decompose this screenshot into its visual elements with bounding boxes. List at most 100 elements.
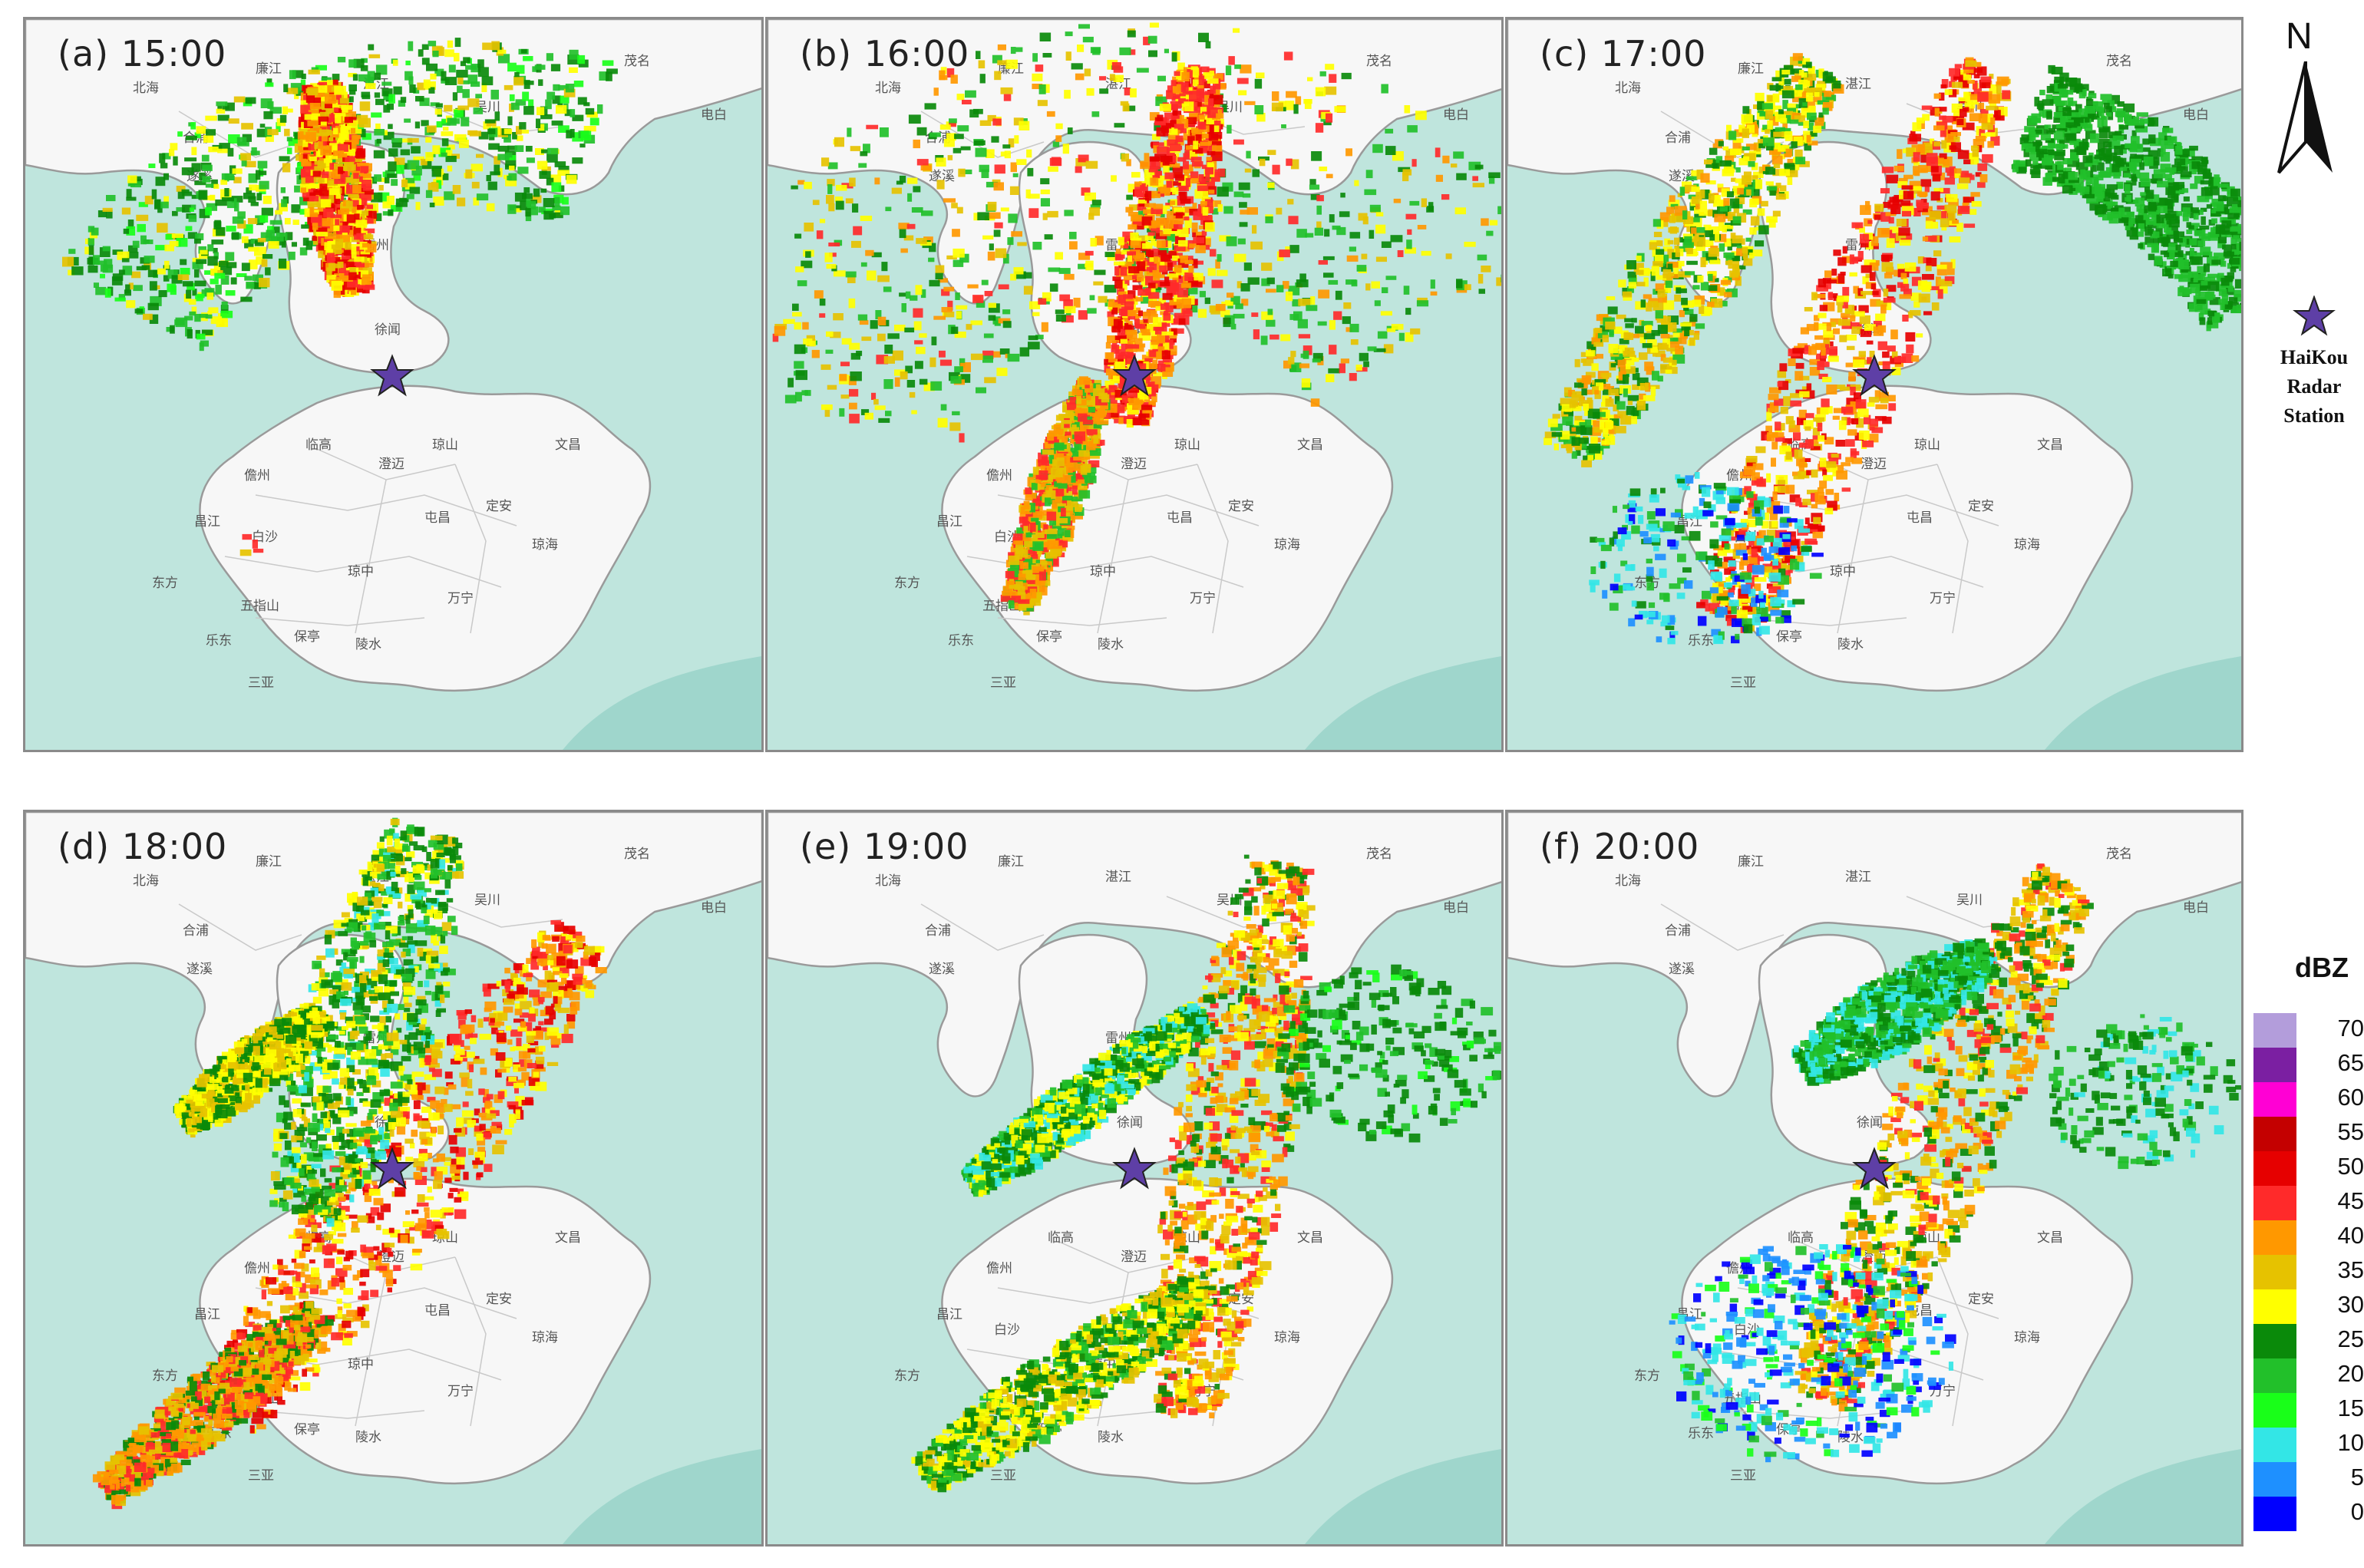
star-icon — [370, 354, 414, 397]
place-name: 琼中 — [1830, 564, 1856, 579]
place-name: 定安 — [1228, 499, 1254, 514]
colorbar-tick-label: 5 — [2350, 1464, 2364, 1490]
place-name: 陵水 — [1098, 637, 1124, 652]
place-name: 陵水 — [1098, 1430, 1124, 1445]
colorbar-swatch — [2253, 1358, 2296, 1393]
station-legend-line3: Station — [2283, 404, 2345, 427]
colorbar-swatch — [2253, 1082, 2296, 1117]
place-name: 电白 — [1443, 900, 1469, 916]
place-name: 廉江 — [256, 854, 282, 870]
place-name: 保亭 — [294, 1422, 320, 1438]
place-name: 乐东 — [948, 633, 974, 649]
place-name: 遂溪 — [1669, 169, 1695, 184]
place-name: 文昌 — [1297, 437, 1323, 453]
place-name: 徐闻 — [1117, 1115, 1143, 1131]
place-name: 廉江 — [1738, 61, 1764, 77]
place-name: 东方 — [152, 1368, 178, 1384]
place-name: 澄迈 — [1121, 1249, 1147, 1265]
place-name: 东方 — [1634, 1368, 1660, 1384]
place-name: 电白 — [2183, 107, 2209, 123]
colorbar-swatch — [2253, 1220, 2296, 1255]
deep-sea — [563, 656, 761, 750]
place-name: 文昌 — [2037, 437, 2063, 453]
place-name: 电白 — [2183, 900, 2209, 916]
place-name: 琼中 — [348, 1357, 374, 1372]
place-name: 保亭 — [1036, 629, 1062, 645]
place-name: 昌江 — [194, 514, 220, 530]
deep-sea — [1305, 656, 1501, 750]
place-name: 电白 — [1443, 107, 1469, 123]
colorbar-swatch — [2253, 1462, 2296, 1497]
place-name: 琼海 — [2014, 1330, 2040, 1345]
radar-panel-b: 湛江廉江遂溪北海合浦吴川茂名电白雷州徐闻临高澄迈琼山文昌儋州定安屯昌琼海昌江白沙… — [765, 17, 1504, 752]
place-name: 陵水 — [355, 1430, 381, 1445]
colorbar-swatch — [2253, 1151, 2296, 1186]
star-icon — [1112, 1147, 1157, 1190]
place-name: 琼山 — [1174, 437, 1200, 453]
map-canvas: 湛江廉江遂溪北海合浦吴川茂名电白雷州徐闻临高澄迈琼山文昌儋州定安屯昌琼海昌江白沙… — [768, 19, 1501, 750]
colorbar-swatch — [2253, 1255, 2296, 1289]
place-name: 琼山 — [432, 437, 458, 453]
radar-panel-e: 湛江廉江遂溪北海合浦吴川茂名电白雷州徐闻临高澄迈琼山文昌儋州定安屯昌琼海昌江白沙… — [765, 810, 1504, 1547]
colorbar-tick-label: 40 — [2337, 1222, 2364, 1249]
radar-echo — [1669, 863, 2241, 1463]
place-name: 文昌 — [555, 1230, 581, 1246]
place-name: 定安 — [486, 499, 512, 514]
place-name: 湛江 — [1845, 870, 1871, 885]
place-name: 茂名 — [1366, 54, 1392, 69]
place-name: 廉江 — [1738, 854, 1764, 870]
radar-panel-d: 湛江廉江遂溪北海合浦吴川茂名电白雷州徐闻临高澄迈琼山文昌儋州定安屯昌琼海昌江白沙… — [23, 810, 764, 1547]
place-name: 文昌 — [555, 437, 581, 453]
radar-echo — [772, 22, 1501, 616]
panel-title: (e) 19:00 — [800, 826, 969, 867]
colorbar-unit: dBZ — [2295, 952, 2349, 983]
place-name: 遂溪 — [1669, 962, 1695, 977]
place-name: 琼山 — [1914, 437, 1940, 453]
place-name: 临高 — [1048, 1230, 1074, 1246]
colorbar-tick-label: 30 — [2337, 1291, 2364, 1318]
radar-panel-f: 湛江廉江遂溪北海合浦吴川茂名电白雷州徐闻临高澄迈琼山文昌儋州定安屯昌琼海昌江白沙… — [1505, 810, 2243, 1547]
place-name: 屯昌 — [424, 1303, 451, 1319]
place-name: 徐闻 — [375, 322, 401, 338]
place-name: 电白 — [701, 900, 727, 916]
place-name: 万宁 — [447, 1384, 474, 1399]
panel-title: (f) 20:00 — [1540, 826, 1700, 867]
map-canvas: 湛江廉江遂溪北海合浦吴川茂名电白雷州徐闻临高澄迈琼山文昌儋州定安屯昌琼海昌江白沙… — [25, 812, 761, 1544]
map-canvas: 湛江廉江遂溪北海合浦吴川茂名电白雷州徐闻临高澄迈琼山文昌儋州定安屯昌琼海昌江白沙… — [1507, 812, 2241, 1544]
radar-panel-a: 湛江廉江遂溪北海合浦吴川茂名电白雷州徐闻临高澄迈琼山文昌儋州定安屯昌琼海昌江白沙… — [23, 17, 764, 752]
place-name: 湛江 — [1845, 77, 1871, 92]
place-name: 万宁 — [1930, 591, 1956, 606]
colorbar-swatch — [2253, 1048, 2296, 1082]
place-name: 琼海 — [532, 537, 558, 553]
north-label: N — [2286, 16, 2313, 57]
radar-echo — [92, 817, 607, 1510]
place-name: 昌江 — [936, 514, 962, 530]
place-name: 遂溪 — [929, 962, 955, 977]
place-name: 北海 — [133, 81, 159, 96]
place-name: 湛江 — [1105, 870, 1131, 885]
place-name: 儋州 — [986, 1261, 1012, 1276]
station-legend: HaiKou Radar Station — [2272, 295, 2356, 449]
dbz-colorbar: dBZ 70 65 60 55 50 45 40 35 30 25 20 15 10 5 0 — [2241, 952, 2364, 1550]
place-name: 定安 — [1968, 499, 1994, 514]
place-name: 茂名 — [1366, 847, 1392, 862]
map-canvas: 湛江廉江遂溪北海合浦吴川茂名电白雷州徐闻临高澄迈琼山文昌儋州定安屯昌琼海昌江白沙… — [768, 812, 1501, 1544]
colorbar-tick-label: 60 — [2337, 1084, 2364, 1111]
hainan-island — [199, 1177, 652, 1485]
north-arrow-icon — [2277, 61, 2333, 174]
place-name: 北海 — [133, 873, 159, 889]
colorbar-tick-label: 10 — [2337, 1429, 2364, 1456]
place-name: 茂名 — [624, 54, 650, 69]
colorbar-tick-label: 45 — [2337, 1187, 2364, 1214]
place-name: 北海 — [1615, 873, 1641, 889]
place-name: 定安 — [1968, 1292, 1994, 1307]
place-name: 白沙 — [994, 1322, 1020, 1338]
place-name: 茂名 — [2106, 847, 2132, 862]
place-name: 陵水 — [1837, 637, 1864, 652]
place-name: 三亚 — [1730, 675, 1756, 691]
place-name: 万宁 — [1190, 591, 1216, 606]
place-name: 屯昌 — [424, 510, 451, 526]
place-name: 琼中 — [348, 564, 374, 579]
place-name: 澄迈 — [378, 457, 404, 472]
place-name: 陵水 — [1837, 1430, 1864, 1445]
